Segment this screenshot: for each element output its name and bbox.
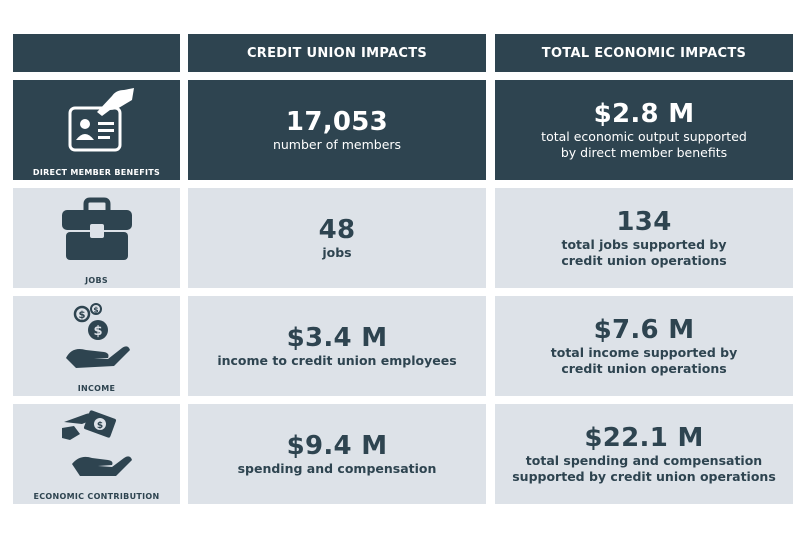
row-direct-member-benefits-total-cell: $2.8 M total economic output supported b… — [495, 80, 793, 180]
money-exchange-icon: $ — [61, 410, 132, 476]
total-jobs-value: 134 — [616, 207, 672, 237]
row-income-cu-cell: $3.4 M income to credit union employees — [188, 296, 486, 396]
header-blank-cell — [13, 34, 180, 72]
svg-text:$: $ — [93, 306, 98, 315]
jobs-value: 48 — [318, 215, 356, 245]
total-income-desc-line1: total income supported by — [550, 345, 738, 360]
briefcase-icon — [61, 197, 132, 260]
row-direct-member-benefits-label: DIRECT MEMBER BENEFITS — [32, 168, 161, 177]
header-credit-union-impacts: CREDIT UNION IMPACTS — [188, 34, 486, 72]
total-jobs-desc-line2: credit union operations — [561, 253, 727, 268]
svg-text:$: $ — [96, 421, 102, 431]
total-output-value: $2.8 M — [593, 99, 695, 129]
svg-text:$: $ — [78, 310, 85, 321]
total-output-desc-line1: total economic output supported — [541, 129, 747, 144]
row-income-icon-cell: $ $ $ INCOME — [13, 296, 180, 396]
members-count-value: 17,053 — [285, 107, 389, 137]
total-spending-desc-line1: total spending and compensation — [525, 453, 763, 468]
total-income-value: $7.6 M — [593, 315, 695, 345]
row-direct-member-benefits-cu-cell: 17,053 number of members — [188, 80, 486, 180]
row-economic-contribution-label: ECONOMIC CONTRIBUTION — [33, 492, 160, 501]
row-economic-contribution-total-cell: $22.1 M total spending and compensation … — [495, 404, 793, 504]
row-economic-contribution-icon-cell: $ ECONOMIC CONTRIBUTION — [13, 404, 180, 504]
row-income-total-cell: $7.6 M total income supported by credit … — [495, 296, 793, 396]
row-direct-member-benefits-icon-cell: DIRECT MEMBER BENEFITS — [13, 80, 180, 180]
total-spending-desc-line2: supported by credit union operations — [512, 469, 776, 484]
header-credit-union-impacts-label: CREDIT UNION IMPACTS — [246, 45, 428, 61]
row-economic-contribution-cu-cell: $9.4 M spending and compensation — [188, 404, 486, 504]
row-jobs-total-cell: 134 total jobs supported by credit union… — [495, 188, 793, 288]
total-spending-value: $22.1 M — [584, 423, 704, 453]
row-jobs-cu-cell: 48 jobs — [188, 188, 486, 288]
header-total-economic-impacts-label: TOTAL ECONOMIC IMPACTS — [541, 45, 747, 61]
hand-coins-icon: $ $ $ — [65, 303, 130, 368]
jobs-desc: jobs — [322, 245, 352, 260]
income-value: $3.4 M — [286, 323, 388, 353]
row-jobs-icon-cell: JOBS — [13, 188, 180, 288]
svg-text:$: $ — [93, 324, 102, 339]
members-count-desc: number of members — [272, 137, 402, 152]
row-income-label: INCOME — [77, 384, 116, 393]
id-card-hand-icon — [68, 88, 134, 152]
total-output-desc-line2: by direct member benefits — [560, 145, 728, 160]
header-total-economic-impacts: TOTAL ECONOMIC IMPACTS — [495, 34, 793, 72]
total-income-desc-line2: credit union operations — [561, 361, 727, 376]
income-desc: income to credit union employees — [217, 353, 457, 368]
spending-value: $9.4 M — [286, 431, 388, 461]
total-jobs-desc-line1: total jobs supported by — [561, 237, 727, 252]
spending-desc: spending and compensation — [237, 461, 437, 476]
row-jobs-label: JOBS — [85, 276, 108, 285]
